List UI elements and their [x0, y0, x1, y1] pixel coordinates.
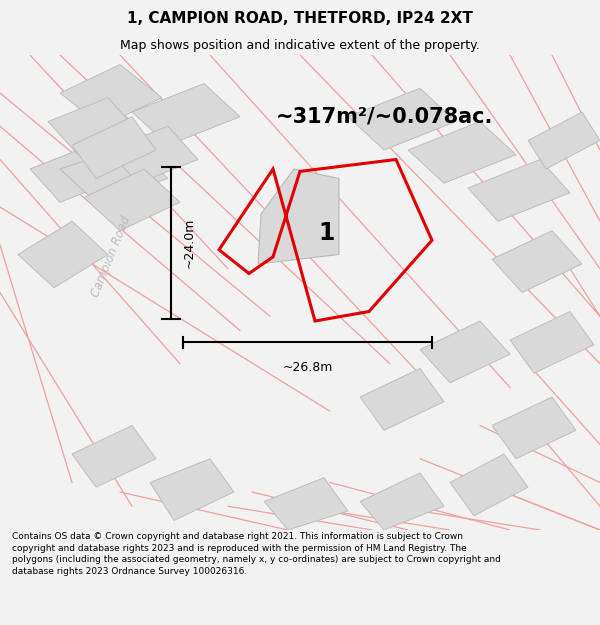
Text: 1, CAMPION ROAD, THETFORD, IP24 2XT: 1, CAMPION ROAD, THETFORD, IP24 2XT [127, 11, 473, 26]
Polygon shape [84, 169, 180, 231]
Polygon shape [528, 112, 600, 169]
Text: Campion Road: Campion Road [89, 214, 133, 299]
Polygon shape [72, 426, 156, 488]
Polygon shape [450, 454, 528, 516]
Polygon shape [72, 117, 156, 179]
Polygon shape [360, 473, 444, 530]
Polygon shape [30, 141, 132, 202]
Polygon shape [468, 159, 570, 221]
Polygon shape [420, 321, 510, 382]
Text: Contains OS data © Crown copyright and database right 2021. This information is : Contains OS data © Crown copyright and d… [12, 532, 501, 576]
Polygon shape [408, 121, 516, 183]
Polygon shape [264, 478, 348, 530]
Polygon shape [18, 221, 108, 288]
Polygon shape [48, 98, 138, 155]
Text: ~317m²/~0.078ac.: ~317m²/~0.078ac. [276, 107, 493, 127]
Polygon shape [60, 64, 162, 126]
Polygon shape [492, 231, 582, 292]
Polygon shape [348, 88, 456, 150]
Text: 1: 1 [319, 221, 335, 245]
Text: ~26.8m: ~26.8m [283, 361, 332, 374]
Polygon shape [108, 126, 198, 183]
Polygon shape [492, 397, 576, 459]
Polygon shape [132, 84, 240, 145]
Polygon shape [360, 369, 444, 430]
Polygon shape [150, 459, 234, 521]
Polygon shape [60, 145, 168, 202]
Text: Map shows position and indicative extent of the property.: Map shows position and indicative extent… [120, 39, 480, 51]
Polygon shape [510, 311, 594, 373]
Polygon shape [258, 169, 339, 264]
Text: ~24.0m: ~24.0m [183, 217, 196, 268]
